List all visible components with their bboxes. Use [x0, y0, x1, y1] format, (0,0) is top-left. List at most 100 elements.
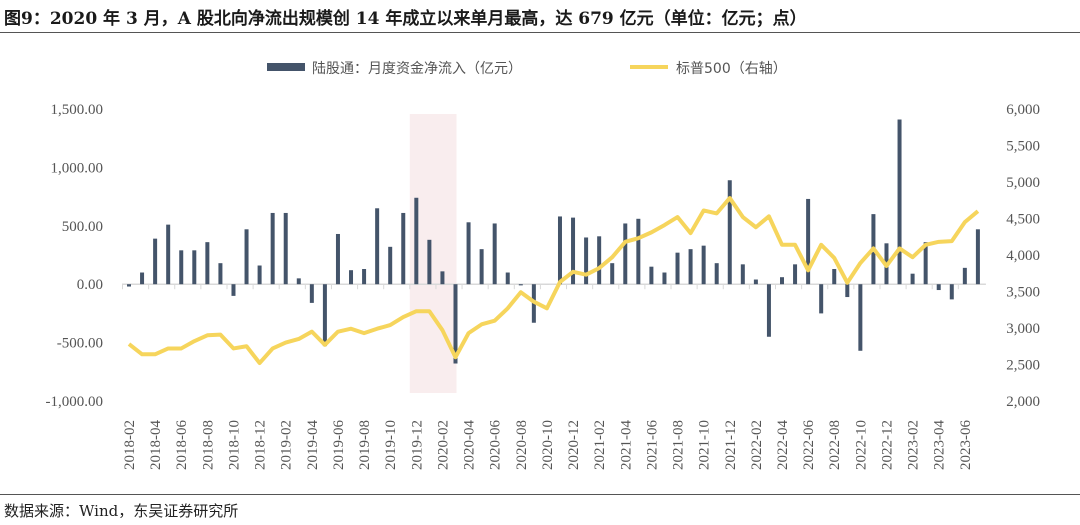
x-tick-label: 2019-08 [357, 420, 373, 470]
x-tick-label: 2020-04 [462, 420, 478, 470]
bar [479, 249, 484, 285]
x-tick-label: 2018-04 [148, 420, 164, 470]
x-tick-label: 2020-08 [514, 420, 530, 470]
bar [257, 265, 262, 285]
y-left-tick-label: -500.00 [57, 336, 103, 352]
bar [675, 252, 680, 285]
bar [962, 267, 967, 285]
bar [349, 270, 354, 285]
y-right-tick-label: 2,500 [1006, 358, 1040, 374]
bar [218, 263, 223, 285]
legend-line-label: 标普500（右轴） [676, 61, 787, 77]
legend-bar-swatch [267, 63, 305, 71]
bar [505, 272, 510, 285]
x-tick-label: 2021-12 [723, 420, 739, 470]
bar [597, 236, 602, 285]
x-tick-label: 2021-04 [618, 420, 634, 470]
x-tick-label: 2022-10 [853, 420, 869, 470]
x-tick-label: 2023-02 [906, 420, 922, 470]
bar [975, 229, 980, 285]
bar [401, 212, 406, 285]
x-tick-label: 2018-10 [226, 420, 242, 470]
bar [375, 208, 380, 285]
x-tick-label: 2019-10 [383, 420, 399, 470]
y-right-tick-label: 2,000 [1006, 394, 1040, 410]
x-tick-label: 2023-04 [932, 420, 948, 470]
x-tick-label: 2018-12 [253, 420, 269, 470]
bar [806, 198, 811, 285]
y-right-tick-label: 4,000 [1006, 248, 1040, 264]
bar [571, 217, 576, 285]
bar [832, 269, 837, 285]
bar [714, 263, 719, 285]
y-left-tick-label: -1,000.00 [46, 394, 104, 410]
y-right-tick-label: 6,000 [1006, 102, 1040, 118]
y-left-tick-label: 500.00 [62, 219, 103, 235]
bar [701, 245, 706, 285]
x-tick-label: 2019-04 [305, 420, 321, 470]
bar [910, 273, 915, 285]
bar [936, 284, 941, 291]
x-tick-label: 2022-02 [749, 420, 765, 470]
x-tick-label: 2018-02 [122, 420, 138, 470]
bar [362, 269, 367, 285]
bar [153, 238, 158, 285]
source-note: 数据来源：Wind，东吴证券研究所 [4, 502, 239, 520]
y-left-tick-label: 1,000.00 [51, 160, 104, 176]
y-left-tick-label: 1,500.00 [51, 102, 104, 118]
y-right-tick-label: 4,500 [1006, 212, 1040, 228]
x-tick-label: 2022-06 [801, 420, 817, 470]
bar [897, 119, 902, 285]
bar [819, 284, 824, 314]
x-tick-label: 2021-02 [592, 420, 608, 470]
bar [205, 242, 210, 285]
bar [283, 212, 288, 285]
x-tick-label: 2020-06 [488, 420, 504, 470]
chart-title: 图9：2020 年 3 月，A 股北向净流出规模创 14 年成立以来单月最高，达… [4, 9, 807, 29]
bar [766, 284, 771, 337]
bar [466, 222, 471, 285]
x-tick-label: 2020-12 [566, 420, 582, 470]
bar [140, 272, 145, 285]
bar [949, 284, 954, 300]
source-divider [0, 494, 1080, 495]
bar [584, 237, 589, 285]
legend: 陆股通：月度资金净流入（亿元） 标普500（右轴） [267, 61, 787, 77]
bar [780, 277, 784, 285]
x-tick-label: 2021-06 [644, 420, 660, 470]
bar [753, 279, 758, 285]
x-tick-label: 2023-06 [958, 420, 974, 470]
bar [492, 223, 497, 285]
bar [388, 246, 393, 285]
bar [322, 284, 327, 347]
bar [453, 284, 458, 364]
bar [166, 224, 171, 285]
bar [192, 250, 197, 285]
x-tick-label: 2022-04 [775, 420, 791, 470]
bar [296, 278, 301, 285]
x-tick-label: 2022-08 [827, 420, 843, 470]
bar [127, 284, 131, 287]
x-tick-label: 2019-02 [279, 420, 295, 470]
x-tick-label: 2022-12 [879, 420, 895, 470]
bar [845, 284, 850, 298]
bar [427, 239, 432, 285]
sp500-line [127, 196, 980, 366]
bar [649, 266, 654, 285]
bar [557, 216, 562, 285]
x-tick-label: 2018-08 [200, 420, 216, 470]
bar [335, 233, 340, 285]
bar [518, 284, 523, 286]
y-right-tick-label: 3,000 [1006, 321, 1040, 337]
bar [610, 263, 615, 285]
x-tick-label: 2020-02 [435, 420, 451, 470]
bar [636, 218, 641, 285]
legend-bar-label: 陆股通：月度资金净流入（亿元） [312, 61, 522, 77]
y-left-tick-label: 0.00 [77, 277, 103, 293]
bar [923, 242, 928, 285]
bar [858, 284, 863, 351]
bar [793, 264, 798, 285]
y-right-tick-label: 5,000 [1006, 175, 1040, 191]
x-tick-label: 2019-12 [409, 420, 425, 470]
